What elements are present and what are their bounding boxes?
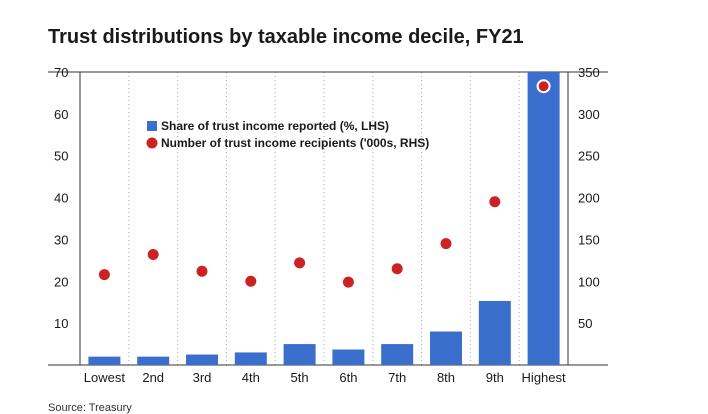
- point-lowest: [98, 269, 110, 281]
- x-tick-label: 5th: [291, 370, 309, 385]
- bar-5th: [283, 344, 316, 365]
- x-tick-label: Highest: [522, 370, 566, 385]
- left-tick-label: 60: [54, 107, 68, 122]
- right-tick-label: 200: [578, 191, 600, 206]
- legend-bar-swatch: [147, 121, 157, 131]
- point-4th: [245, 275, 257, 287]
- right-axis-ticks: 50 100 150 200 250 300 350: [578, 65, 600, 331]
- bar-8th: [430, 331, 462, 365]
- point-series: [98, 79, 551, 288]
- right-tick-label: 250: [578, 149, 600, 164]
- right-tick-label: 350: [578, 65, 600, 80]
- left-axis-ticks: 10 20 30 40 50 60 70: [54, 65, 68, 331]
- x-tick-label: 6th: [339, 370, 357, 385]
- left-tick-label: 20: [54, 274, 68, 289]
- point-5th: [294, 257, 306, 269]
- bar-9th: [478, 300, 511, 365]
- x-tick-label: 3rd: [193, 370, 212, 385]
- point-2nd: [147, 248, 159, 260]
- bar-4th: [234, 352, 267, 365]
- left-tick-label: 30: [54, 232, 68, 247]
- point-9th: [489, 196, 501, 208]
- legend-bar-label: Share of trust income reported (%, LHS): [161, 119, 389, 133]
- point-highest: [536, 79, 551, 94]
- left-tick-label: 10: [54, 316, 68, 331]
- bar-3rd: [186, 354, 218, 365]
- right-tick-label: 50: [578, 316, 592, 331]
- bar-6th: [332, 349, 365, 365]
- source-note: Source: Treasury: [48, 402, 132, 414]
- point-6th: [342, 276, 354, 288]
- axes: [48, 71, 608, 366]
- x-axis-ticks: Lowest 2nd 3rd 4th 5th 6th 7th 8th 9th Highest: [84, 370, 566, 385]
- point-3rd: [196, 265, 208, 277]
- bar-7th: [381, 344, 414, 365]
- right-tick-label: 100: [578, 274, 600, 289]
- x-tick-label: 8th: [437, 370, 455, 385]
- bar-lowest: [88, 356, 121, 365]
- legend: Share of trust income reported (%, LHS) …: [146, 119, 429, 150]
- x-tick-label: 9th: [486, 370, 504, 385]
- x-tick-label: 7th: [388, 370, 406, 385]
- point-7th: [391, 263, 403, 275]
- gridlines: [128, 72, 520, 365]
- left-tick-label: 70: [54, 65, 68, 80]
- bar-series: [88, 72, 560, 365]
- right-tick-label: 150: [578, 232, 600, 247]
- x-tick-label: 2nd: [142, 370, 164, 385]
- right-tick-label: 300: [578, 107, 600, 122]
- bar-2nd: [137, 356, 170, 365]
- legend-point-label: Number of trust income recipients ('000s…: [161, 136, 429, 150]
- x-tick-label: 4th: [242, 370, 260, 385]
- x-tick-label: Lowest: [84, 370, 126, 385]
- left-tick-label: 40: [54, 191, 68, 206]
- chart-title: Trust distributions by taxable income de…: [48, 26, 524, 48]
- point-8th: [440, 238, 452, 250]
- left-tick-label: 50: [54, 149, 68, 164]
- bar-highest: [527, 72, 560, 365]
- legend-point-swatch: [146, 137, 158, 149]
